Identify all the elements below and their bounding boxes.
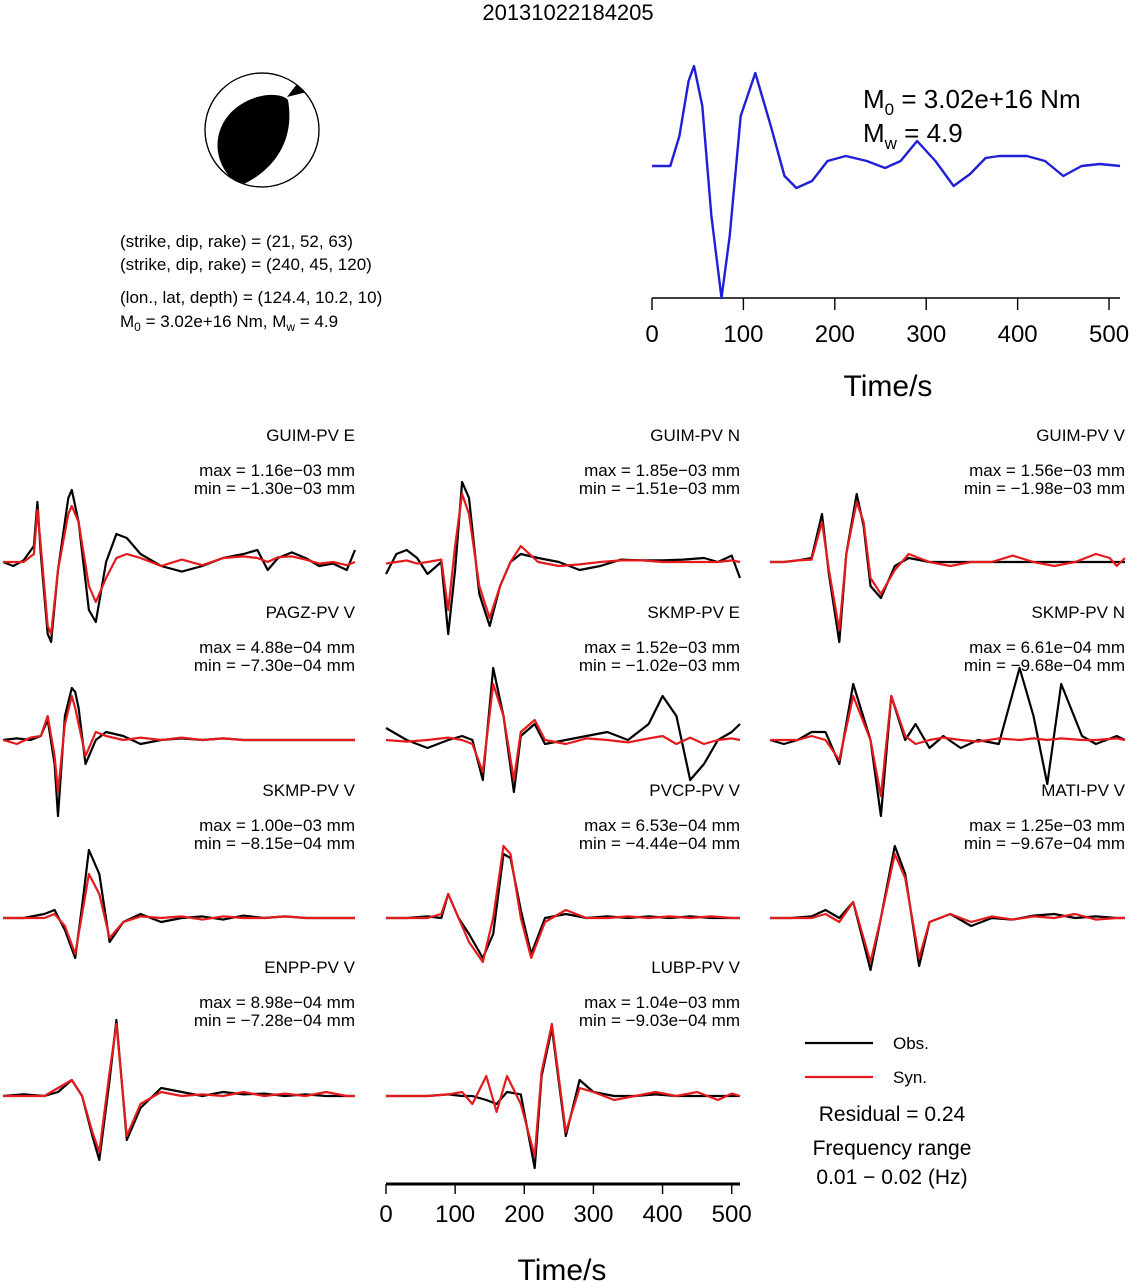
synthetic-trace bbox=[386, 844, 740, 964]
wave-tick-label: 200 bbox=[504, 1201, 544, 1228]
stf-tick-label: 200 bbox=[815, 321, 855, 348]
legend-obs-label: Obs. bbox=[893, 1034, 929, 1053]
station-min: min = −7.30e−04 mm bbox=[194, 656, 355, 675]
stf-tick-label: 300 bbox=[906, 321, 946, 348]
station-min: min = −1.02e−03 mm bbox=[579, 656, 740, 675]
station-name: ENPP-PV V bbox=[264, 958, 355, 977]
station-name: GUIM-PV V bbox=[1036, 426, 1125, 445]
station-min: min = −9.67e−04 mm bbox=[964, 834, 1125, 853]
station-min: min = −4.44e−04 mm bbox=[579, 834, 740, 853]
station-min: min = −1.51e−03 mm bbox=[579, 479, 740, 498]
observed-trace bbox=[385, 666, 741, 794]
station-name: SKMP-PV N bbox=[1031, 603, 1125, 622]
location-text: (lon., lat, depth) = (124.4, 10.2, 10) bbox=[120, 288, 382, 307]
plane2-text: (strike, dip, rake) = (240, 45, 120) bbox=[120, 255, 372, 274]
beachball bbox=[204, 72, 320, 188]
station-name: LUBP-PV V bbox=[651, 958, 740, 977]
wave-tick-label: 0 bbox=[379, 1201, 392, 1228]
stf-mw-label: Mw = 4.9 bbox=[863, 118, 963, 153]
wave-tick-label: 300 bbox=[573, 1201, 613, 1228]
observed-trace bbox=[386, 1026, 740, 1170]
observed-trace bbox=[769, 666, 1126, 818]
station-max: max = 6.61e−04 mm bbox=[969, 638, 1125, 657]
station-max: max = 1.16e−03 mm bbox=[199, 461, 355, 480]
source-time-function-plot: M0 = 3.02e+16 Nm Mw = 4.9 0 100 200 300 400 5… bbox=[645, 64, 1129, 403]
station-max: max = 1.00e−03 mm bbox=[199, 816, 355, 835]
synthetic-trace bbox=[3, 1022, 355, 1154]
waveform-x-axis: 0 100 200 300 400 500 bbox=[379, 1182, 752, 1228]
stf-x-axis: 0 100 200 300 400 500 bbox=[645, 297, 1129, 348]
station-name: PVCP-PV V bbox=[649, 781, 740, 800]
observed-trace bbox=[3, 848, 355, 960]
station-min: min = −9.68e−04 mm bbox=[964, 656, 1125, 675]
synthetic-trace bbox=[770, 852, 1125, 964]
station-max: max = 1.25e−03 mm bbox=[969, 816, 1125, 835]
stf-tick-label: 500 bbox=[1089, 321, 1129, 348]
plane1-text: (strike, dip, rake) = (21, 52, 63) bbox=[120, 232, 353, 251]
station-name: GUIM-PV E bbox=[266, 426, 355, 445]
station-min: min = −7.28e−04 mm bbox=[194, 1011, 355, 1030]
station-min: min = −9.03e−04 mm bbox=[579, 1011, 740, 1030]
wave-tick-label: 100 bbox=[435, 1201, 475, 1228]
station-max: max = 1.56e−03 mm bbox=[969, 461, 1125, 480]
moment-text: M0 = 3.02e+16 Nm, Mw = 4.9 bbox=[120, 312, 338, 334]
wave-tick-label: 500 bbox=[712, 1201, 752, 1228]
frequency-title: Frequency range bbox=[813, 1137, 972, 1160]
synthetic-trace bbox=[2, 694, 355, 794]
observed-trace bbox=[386, 852, 740, 960]
station-name: SKMP-PV E bbox=[647, 603, 740, 622]
stf-m0-label: M0 = 3.02e+16 Nm bbox=[863, 84, 1081, 119]
station-max: max = 4.88e−04 mm bbox=[199, 638, 355, 657]
station-min: min = −1.30e−03 mm bbox=[194, 479, 355, 498]
station-max: max = 8.98e−04 mm bbox=[199, 993, 355, 1012]
figure-title: 20131022184205 bbox=[482, 0, 653, 25]
station-max: max = 1.52e−03 mm bbox=[584, 638, 740, 657]
wave-tick-label: 400 bbox=[643, 1201, 683, 1228]
station-min: min = −1.98e−03 mm bbox=[964, 479, 1125, 498]
synthetic-trace bbox=[770, 500, 1126, 632]
frequency-value: 0.01 − 0.02 (Hz) bbox=[816, 1166, 967, 1189]
station-name: GUIM-PV N bbox=[650, 426, 740, 445]
observed-trace bbox=[770, 844, 1125, 972]
synthetic-trace bbox=[3, 504, 356, 636]
station-max: max = 6.53e−04 mm bbox=[584, 816, 740, 835]
synthetic-trace bbox=[770, 694, 1126, 798]
legend: Obs. Syn. Residual = 0.24 Frequency rang… bbox=[805, 1034, 971, 1189]
stf-tick-label: 100 bbox=[723, 321, 763, 348]
stf-tick-label: 400 bbox=[998, 321, 1038, 348]
synthetic-trace bbox=[3, 872, 355, 956]
stf-xlabel: Time/s bbox=[844, 370, 933, 403]
synthetic-trace bbox=[385, 492, 741, 620]
stf-tick-label: 0 bbox=[645, 321, 658, 348]
station-max: max = 1.04e−03 mm bbox=[584, 993, 740, 1012]
residual-text: Residual = 0.24 bbox=[819, 1103, 966, 1126]
mechanism-info: (strike, dip, rake) = (21, 52, 63) (stri… bbox=[120, 232, 382, 334]
station-name: PAGZ-PV V bbox=[266, 603, 356, 622]
synthetic-trace bbox=[386, 1022, 741, 1158]
legend-syn-label: Syn. bbox=[893, 1068, 927, 1087]
waveform-xlabel: Time/s bbox=[518, 1254, 607, 1283]
station-name: SKMP-PV V bbox=[262, 781, 355, 800]
station-name: MATI-PV V bbox=[1041, 781, 1125, 800]
station-min: min = −8.15e−04 mm bbox=[194, 834, 355, 853]
station-max: max = 1.85e−03 mm bbox=[584, 461, 740, 480]
synthetic-trace bbox=[385, 682, 741, 782]
stf-line bbox=[652, 64, 1121, 300]
